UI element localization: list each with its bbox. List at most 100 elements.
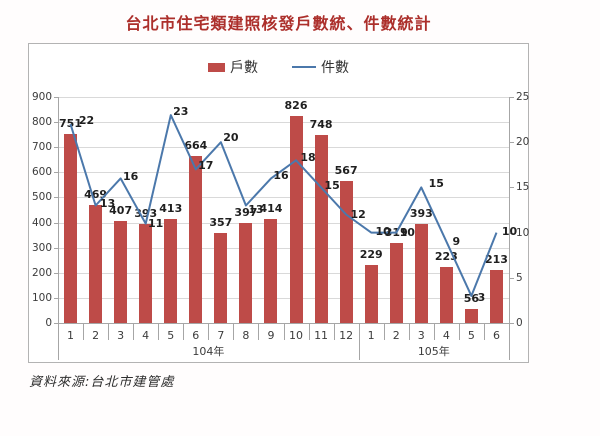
- y-tickmark-right: [510, 187, 514, 189]
- line-label: 18: [300, 151, 316, 165]
- x-tick-label: 3: [117, 329, 125, 342]
- category-separator: [383, 324, 385, 340]
- category-separator: [258, 324, 260, 340]
- x-tick-label: 8: [242, 329, 250, 342]
- y-tick-label-left: 800: [31, 116, 52, 129]
- bar: [389, 242, 403, 323]
- bar: [414, 224, 428, 323]
- y-tickmark-left: [54, 197, 58, 199]
- x-tick-label: 7: [217, 329, 225, 342]
- y-tick-label-left: 500: [31, 191, 52, 204]
- gridline: [58, 222, 509, 224]
- line-label: 17: [198, 159, 214, 173]
- y-tick-label-right: 15: [516, 181, 530, 194]
- y-tickmark-left: [54, 122, 58, 124]
- y-tickmark-right: [510, 142, 514, 144]
- y-tickmark-left: [54, 323, 58, 324]
- bar: [289, 115, 303, 323]
- y-tick-label-right: 10: [516, 226, 530, 239]
- y-tick-label-left: 100: [31, 291, 52, 304]
- y-tickmark-right: [510, 277, 514, 279]
- bar: [89, 205, 103, 323]
- category-separator: [233, 324, 235, 340]
- y-tickmark-left: [54, 97, 58, 98]
- y-tick-label-left: 400: [31, 216, 52, 229]
- y-tick-label-left: 0: [45, 317, 52, 329]
- category-separator: [183, 324, 185, 340]
- y-tick-label-left: 200: [31, 266, 52, 279]
- bar: [364, 265, 378, 323]
- year-group-separator: [58, 324, 59, 360]
- bar-label: 567: [334, 163, 358, 177]
- line-series: [69, 114, 498, 297]
- x-tick-label: 6: [492, 329, 500, 342]
- category-separator: [483, 324, 485, 340]
- y-tickmark-left: [54, 297, 58, 299]
- legend-label-line: 件數: [321, 60, 349, 76]
- x-tick-label: 1: [67, 329, 75, 342]
- category-separator: [408, 324, 410, 340]
- x-tick-label: 6: [192, 329, 200, 342]
- category-separator: [133, 324, 135, 340]
- bar: [239, 223, 253, 323]
- y-tickmark-left: [54, 272, 58, 274]
- legend-label-bars: 戶數: [230, 60, 258, 76]
- x-tick-label: 1: [367, 329, 375, 342]
- bar: [64, 134, 78, 323]
- year-group-label: 105年: [417, 345, 450, 358]
- bar: [314, 135, 328, 323]
- category-separator: [308, 324, 310, 340]
- line-label: 13: [99, 197, 116, 211]
- y-tick-label-left: 300: [31, 241, 52, 254]
- y-tick-label-left: 600: [31, 166, 52, 179]
- x-tick-label: 11: [314, 329, 329, 342]
- year-group-label: 104年: [192, 345, 225, 358]
- x-tick-label: 12: [339, 329, 354, 342]
- y-tick-label-right: 5: [516, 271, 523, 284]
- x-tick-label: 4: [142, 329, 150, 342]
- line-label: 20: [223, 131, 239, 145]
- x-axis-line: [58, 323, 510, 324]
- year-group-separator: [358, 324, 360, 360]
- gridline: [58, 197, 509, 199]
- line-label: 15: [428, 177, 444, 191]
- bar-series-swatch-icon: [208, 62, 225, 72]
- bar-label: 229: [359, 248, 383, 262]
- category-separator: [83, 324, 85, 340]
- category-separator: [158, 324, 160, 340]
- gridline: [58, 297, 509, 299]
- legend-item-bars: 戶數: [208, 57, 258, 77]
- line-label: 11: [148, 216, 164, 230]
- bar-label: 826: [284, 98, 308, 112]
- line-label: 16: [273, 169, 289, 183]
- x-tick-label: 10: [289, 329, 304, 342]
- bar-label: 213: [484, 252, 508, 266]
- line-label: 10: [375, 224, 391, 238]
- y-tickmark-right: [510, 323, 514, 324]
- bar-label: 664: [184, 139, 208, 153]
- legend: 戶數 件數: [29, 57, 528, 77]
- gridline: [58, 172, 509, 174]
- source-note: 資料來源:台北市建管處: [29, 375, 175, 390]
- y-tickmark-right: [510, 232, 514, 234]
- bar-label: 357: [209, 216, 233, 230]
- gridline: [58, 247, 509, 249]
- x-tick-label: 9: [267, 329, 275, 342]
- category-separator: [458, 324, 460, 340]
- bar: [489, 269, 503, 323]
- x-tick-label: 2: [92, 329, 100, 342]
- gridline: [58, 147, 509, 149]
- x-tick-label: 2: [392, 329, 400, 342]
- line-series-swatch-icon: [292, 66, 316, 68]
- gridline: [58, 272, 509, 274]
- y-tick-label-right: 0: [516, 317, 523, 329]
- bar: [164, 219, 178, 323]
- gridline: [58, 122, 509, 124]
- category-separator: [283, 324, 285, 340]
- chart-title: 台北市住宅類建照核發戶數統、件數統計: [125, 14, 432, 33]
- y-tickmark-right: [510, 97, 514, 98]
- line-label: 12: [350, 207, 366, 221]
- y-tick-label-left: 700: [31, 141, 52, 154]
- y-tick-label-right: 25: [516, 91, 530, 103]
